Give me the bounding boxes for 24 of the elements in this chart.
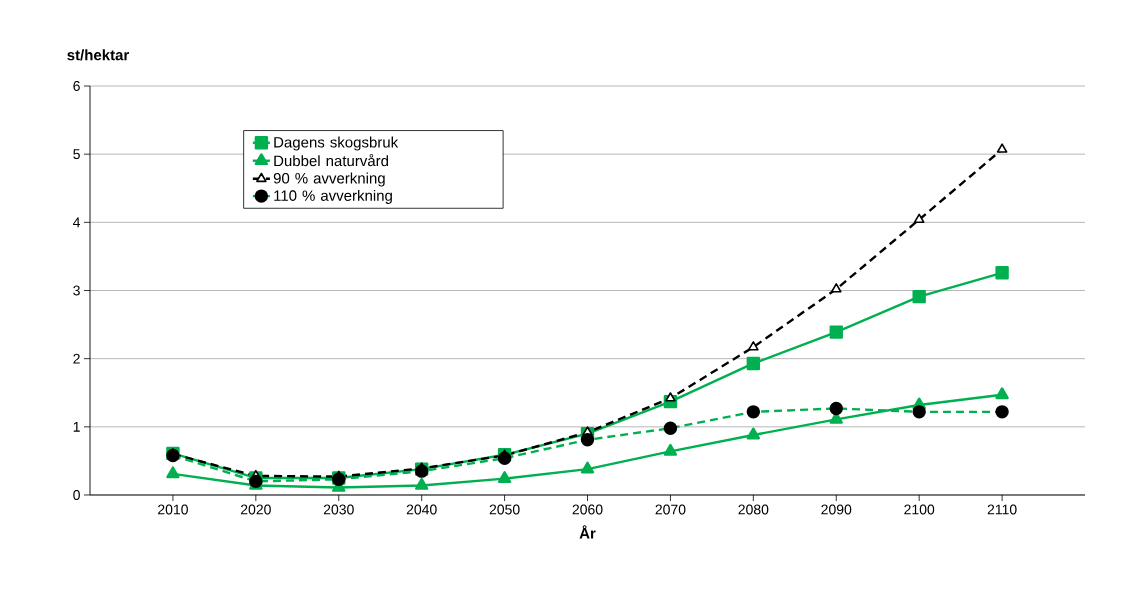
x-tick-label: 2080 — [738, 504, 769, 515]
legend-label: Dubbel naturvård — [274, 153, 389, 167]
y-tick-label: 6 — [73, 81, 80, 91]
y-axis-title: st/hektar — [67, 49, 130, 61]
legend-label: Dagens skogsbruk — [274, 136, 399, 151]
x-tick-label: 2040 — [406, 504, 437, 515]
x-tick-label: 2090 — [821, 504, 852, 515]
x-tick-label: 2030 — [323, 504, 354, 515]
y-tick-label: 2 — [73, 353, 80, 364]
y-tick-label: 5 — [73, 149, 80, 160]
legend-label: 90 % avverkning — [273, 172, 385, 187]
y-tick-label: 3 — [73, 285, 80, 296]
x-tick-label: 2050 — [489, 504, 520, 515]
x-tick-label: 2110 — [987, 504, 1017, 515]
y-tick-label: 4 — [73, 217, 81, 228]
x-tick-label: 2010 — [158, 504, 188, 515]
x-tick-label: 2020 — [240, 504, 271, 515]
y-tick-label: 1 — [73, 422, 80, 432]
x-tick-label: 2070 — [655, 504, 686, 515]
x-axis-title: År — [579, 525, 596, 539]
legend-label: 110 % avverkning — [274, 189, 392, 204]
y-tick-label: 0 — [73, 490, 80, 500]
x-tick-label: 2060 — [572, 504, 603, 515]
x-tick-label: 2100 — [904, 504, 935, 515]
